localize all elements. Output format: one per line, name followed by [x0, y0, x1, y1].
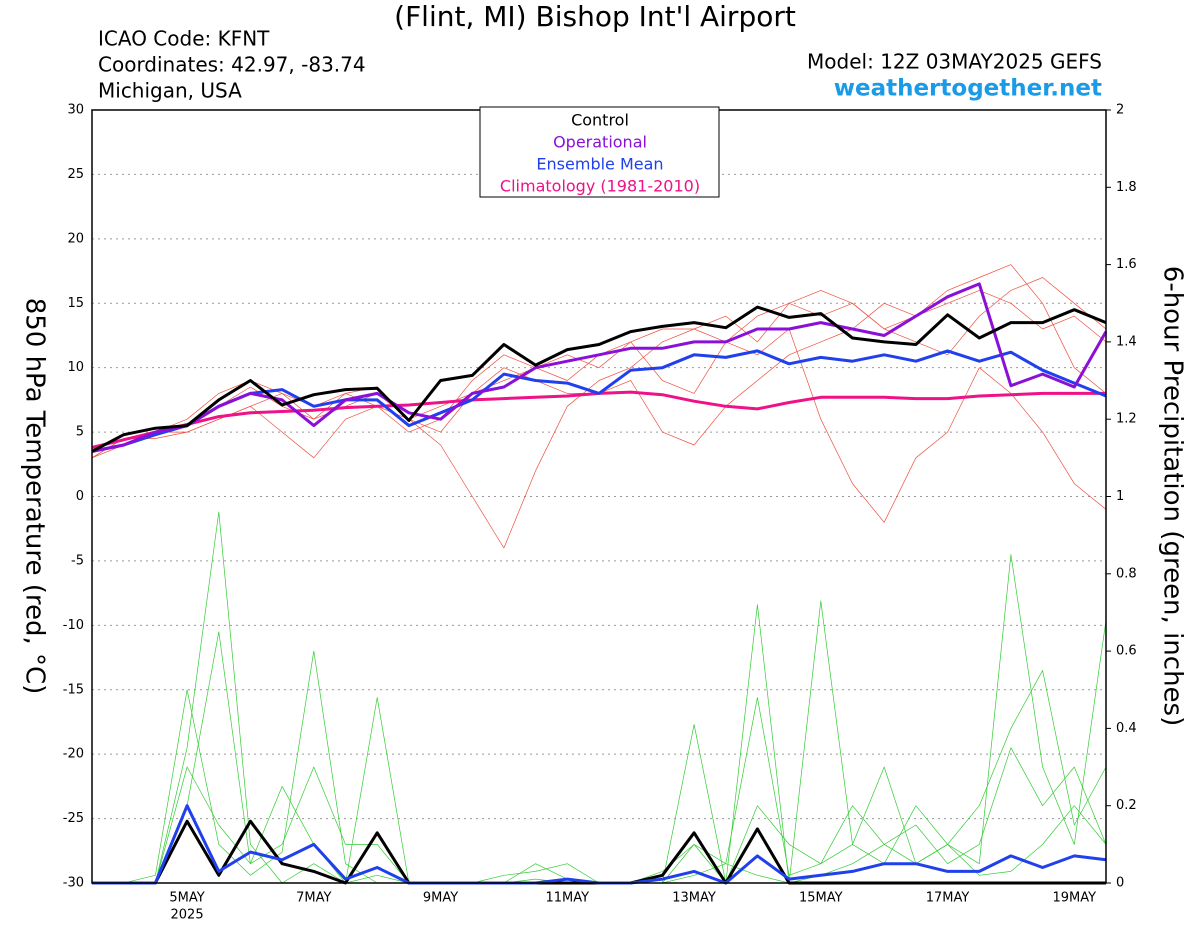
- y2-tick-label: 0.2: [1116, 798, 1137, 813]
- member-line: [91, 277, 1107, 549]
- legend-entry: Climatology (1981-2010): [500, 177, 700, 196]
- plot-frame: [91, 109, 1107, 884]
- legend-entry: Ensemble Mean: [536, 155, 663, 174]
- y2-tick-label: 1.8: [1116, 180, 1137, 195]
- member-line: [91, 290, 1107, 459]
- y-tick-label: -30: [63, 876, 84, 891]
- legend: Control Operational Ensemble Mean Climatolo…: [500, 111, 700, 196]
- x-tick-label: 17MAY: [926, 891, 970, 906]
- y-tick-label: -20: [63, 747, 84, 762]
- plot-area: [91, 109, 1108, 885]
- x-tick-label: 19MAY: [1053, 891, 1097, 906]
- y2-tick-label: 1.2: [1116, 412, 1137, 427]
- y-tick-label: 20: [67, 231, 84, 246]
- x-tick-label: 7MAY: [296, 891, 331, 906]
- x-tick-label: 13MAY: [672, 891, 716, 906]
- y2-tick-label: 1.6: [1116, 257, 1137, 272]
- chart-title: (Flint, MI) Bishop Int'l Airport: [394, 0, 796, 33]
- x-year-label: 2025: [171, 908, 204, 923]
- y-tick-label: -10: [63, 618, 84, 633]
- member-line: [92, 511, 1107, 884]
- y-tick-label: -25: [63, 811, 84, 826]
- member-line: [91, 328, 1107, 523]
- y-tick-label: 25: [67, 167, 84, 182]
- y2-tick-label: 0.6: [1116, 644, 1137, 659]
- y2-axis-label: 6-hour Precipitation (green, inches): [1158, 266, 1188, 726]
- model-label: Model: 12Z 03MAY2025 GEFS: [807, 50, 1102, 74]
- legend-entry: Operational: [553, 133, 647, 152]
- x-tick-label: 15MAY: [799, 891, 843, 906]
- site-label: weathertogether.net: [834, 76, 1102, 102]
- x-tick-label: 9MAY: [423, 891, 458, 906]
- x-tick-label: 11MAY: [546, 891, 590, 906]
- y2-tick-label: 1: [1116, 489, 1124, 504]
- y-tick-label: 5: [76, 425, 84, 440]
- y2-tick-label: 1.4: [1116, 334, 1137, 349]
- x-tick-label: 5MAY: [169, 891, 204, 906]
- member-line: [92, 631, 1107, 884]
- legend-box: [479, 106, 720, 198]
- y-tick-label: 0: [76, 489, 84, 504]
- info-line: Coordinates: 42.97, -83.74: [98, 53, 366, 77]
- info-line: Michigan, USA: [98, 79, 242, 103]
- y-tick-label: 15: [67, 296, 84, 311]
- y2-tick-label: 0.8: [1116, 566, 1137, 581]
- y-tick-label: -15: [63, 682, 84, 697]
- series-line: [91, 282, 1108, 453]
- y-tick-label: 10: [67, 360, 84, 375]
- y-tick-label: -5: [71, 553, 84, 568]
- series-line: [91, 349, 1107, 453]
- y-tick-label: 30: [67, 103, 84, 118]
- member-line: [92, 819, 1106, 885]
- series-line: [91, 305, 1107, 453]
- legend-entry: Control: [571, 111, 629, 130]
- y-axis-label: 850 hPa Temperature (red, °C): [20, 298, 50, 695]
- y2-tick-label: 0: [1116, 876, 1124, 891]
- info-line: ICAO Code: KFNT: [98, 27, 270, 51]
- y2-tick-label: 0.4: [1116, 721, 1137, 736]
- y2-tick-label: 2: [1116, 103, 1124, 118]
